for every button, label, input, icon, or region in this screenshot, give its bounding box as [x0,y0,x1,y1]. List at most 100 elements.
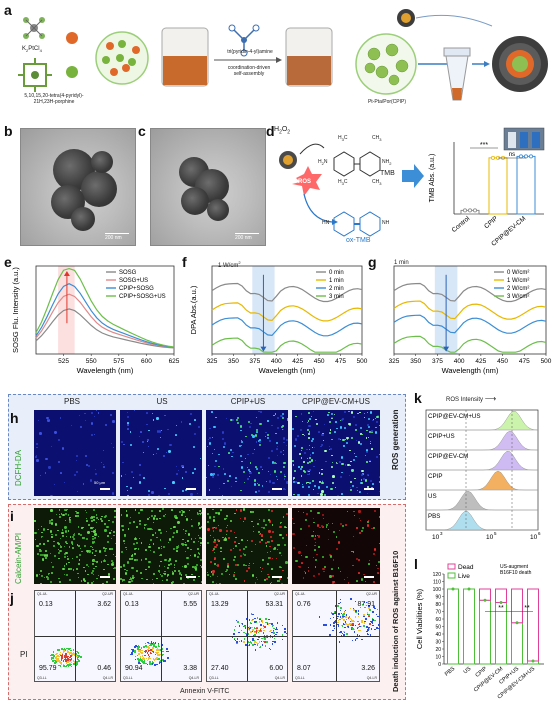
cell-dot [321,472,323,475]
scale-bar [364,488,374,490]
flow-event [75,655,77,658]
cell-dot [172,481,175,484]
flow-event [76,650,78,653]
flow-event [255,641,257,644]
y-tick-label: 30 [435,640,441,646]
cell-dot [311,452,314,455]
cell-dot [56,541,60,545]
cell-dot [336,461,338,463]
cell-dot [138,481,142,484]
cell-dot [368,519,370,522]
cell-dot [138,512,141,515]
cell-dot [126,485,129,488]
cell-dot [120,566,123,569]
cell-dot [235,536,237,538]
cell-dot [230,549,233,552]
cell-dot [372,581,375,584]
cell-dot [307,494,310,496]
flow-event [254,621,256,623]
panel-a-label: a [4,2,12,18]
cell-dot [176,546,179,549]
cell-dot [69,521,72,524]
flow-event [244,624,246,627]
cell-dot [281,536,285,540]
flow-event [254,643,256,646]
flow-event [148,662,151,664]
flow-event [67,655,69,658]
cell-dot [311,439,314,442]
cell-dot [307,470,310,473]
cell-dot [176,473,178,476]
cell-dot [130,580,134,583]
cell-dot [181,465,184,468]
cell-dot [330,568,333,570]
cell-dot [260,410,262,413]
flow-event [151,642,153,645]
flow-event [149,651,152,654]
cell-dot [110,443,112,445]
cell-dot [81,550,83,553]
cell-dot [126,561,130,564]
cell-dot [313,521,315,524]
series-line [211,337,363,353]
cell-dot [256,482,259,485]
flow-event [60,662,62,664]
cell-dot [318,546,320,548]
cell-dot [178,511,181,514]
cell-dot [173,569,176,572]
flow-event [132,649,134,652]
flow-event [269,648,272,651]
flow-event [345,614,348,617]
cell-dot [337,495,340,496]
cell-dot [159,555,161,557]
tube-icon [443,47,471,101]
cell-dot [378,560,380,563]
cell-dot [331,454,333,456]
ros-text: ROS [298,179,312,185]
ros-burst-icon [292,166,322,196]
cell-dot [266,578,268,581]
flow-event [262,625,265,627]
flow-event [134,651,136,654]
cell-dot [265,542,267,544]
nh-label: NH [382,220,390,226]
flow-event [134,655,137,658]
cell-dot [181,510,183,512]
flow-event [71,654,74,657]
flow-event [361,621,363,624]
flow-event [76,651,79,654]
cell-dot [210,473,213,476]
cell-dot [344,464,347,466]
cell-dot [312,479,315,482]
cell-dot [277,455,279,457]
cell-dot [369,440,372,443]
panel-e-label: e [4,254,12,270]
cell-dot [168,450,171,453]
data-point [519,154,524,159]
histogram-label: CPIP@EV-CM [428,453,468,460]
histogram-peak [426,470,538,491]
cell-dot [317,486,321,489]
cell-dot [279,534,282,537]
quad-head-ll: Q3-LL [123,676,133,680]
cell-dot [155,452,158,455]
flow-event [249,622,252,624]
cell-dot [122,540,125,543]
flow-event [333,622,335,624]
cell-dot [364,580,366,582]
col-title-cpip-us: CPIP+US [230,397,266,406]
cell-dot [225,569,228,572]
flow-event [63,655,66,657]
cell-dot [334,414,336,416]
cell-dot [124,568,127,571]
cell-dot [275,557,278,560]
cell-dot [51,571,54,574]
cell-dot [368,418,371,421]
x-tick-label: CPIP [483,215,499,230]
cell-dot [208,442,211,445]
cell-dot [140,508,143,511]
cell-dot [112,420,115,423]
flow-event [260,624,262,626]
cell-dot [316,524,319,527]
cell-dot [153,419,155,421]
